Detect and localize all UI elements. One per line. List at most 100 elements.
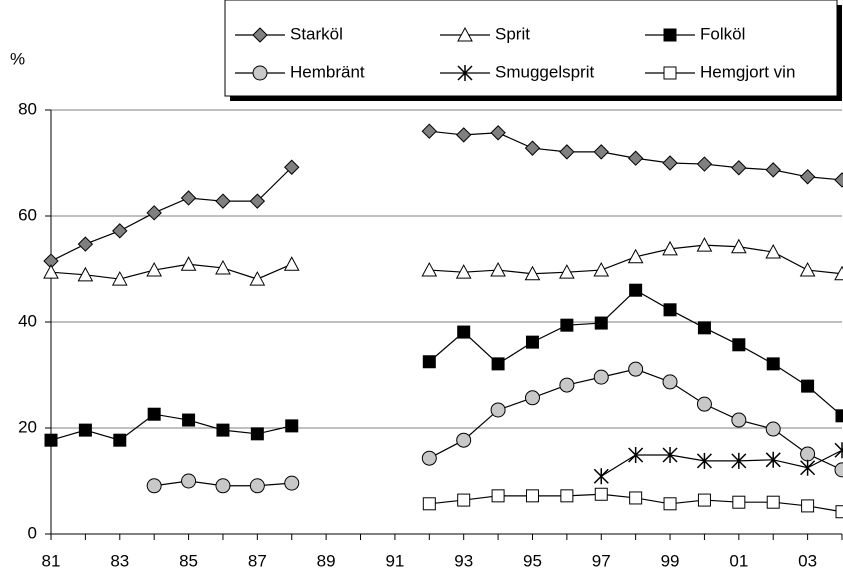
marker	[731, 452, 747, 469]
marker	[44, 433, 58, 447]
marker	[800, 446, 816, 462]
x-tick-label: 85	[179, 551, 198, 570]
marker	[147, 407, 161, 421]
legend-marker	[252, 65, 268, 81]
marker	[78, 423, 92, 437]
marker	[834, 442, 843, 459]
marker	[765, 451, 781, 468]
marker	[525, 489, 539, 503]
marker	[696, 237, 713, 252]
x-tick-label: 03	[798, 551, 817, 570]
marker	[594, 316, 608, 330]
marker	[732, 495, 746, 509]
legend-label: Hembränt	[290, 62, 365, 81]
marker	[834, 172, 843, 188]
y-tick-label: 20	[18, 417, 37, 436]
marker	[765, 162, 781, 178]
marker	[250, 427, 264, 441]
marker	[663, 303, 677, 317]
legend-marker	[457, 65, 473, 81]
marker	[146, 478, 162, 494]
marker	[284, 475, 300, 491]
marker	[627, 248, 644, 264]
x-tick-label: 89	[317, 551, 336, 570]
marker	[456, 432, 472, 448]
marker	[524, 390, 540, 406]
marker	[249, 478, 265, 494]
marker	[215, 478, 231, 494]
marker	[628, 361, 644, 377]
marker	[180, 190, 197, 206]
y-axis-label: %	[10, 49, 25, 68]
marker	[765, 243, 782, 259]
marker	[284, 159, 300, 175]
x-tick-label: 01	[729, 551, 748, 570]
series-line	[50, 289, 843, 441]
marker	[834, 462, 843, 478]
marker	[43, 264, 59, 279]
series-line	[600, 449, 843, 477]
marker	[77, 236, 94, 252]
marker	[216, 423, 230, 437]
marker	[594, 487, 608, 501]
y-tick-label: 0	[28, 523, 37, 542]
marker	[696, 452, 712, 469]
marker	[662, 155, 678, 171]
marker	[490, 262, 506, 277]
x-tick-label: 93	[454, 551, 473, 570]
marker	[799, 262, 816, 277]
legend-marker	[663, 66, 677, 80]
marker	[146, 205, 162, 221]
marker	[524, 265, 541, 281]
marker	[559, 377, 575, 393]
legend-marker	[252, 27, 268, 43]
marker	[593, 262, 610, 277]
marker	[697, 493, 711, 507]
series-line	[50, 130, 843, 262]
marker	[593, 369, 609, 385]
marker	[215, 193, 231, 209]
x-tick-label: 99	[661, 551, 680, 570]
marker	[627, 150, 644, 166]
marker	[559, 144, 575, 160]
marker	[421, 262, 438, 277]
marker	[799, 169, 816, 185]
marker	[215, 259, 231, 275]
marker	[180, 256, 197, 271]
marker	[457, 325, 471, 339]
y-tick-label: 60	[18, 205, 37, 224]
marker	[629, 491, 643, 505]
marker	[249, 271, 266, 286]
marker	[765, 421, 781, 437]
x-tick-label: 91	[385, 551, 404, 570]
legend-marker	[663, 28, 677, 42]
marker	[182, 413, 196, 427]
marker	[593, 468, 609, 485]
marker	[766, 495, 780, 509]
marker	[112, 223, 128, 239]
legend-label: Starköl	[290, 24, 343, 43]
marker	[696, 156, 713, 172]
marker	[283, 256, 300, 271]
legend-label: Smuggelsprit	[495, 62, 594, 81]
y-tick-label: 40	[18, 311, 37, 330]
marker	[146, 262, 163, 277]
marker	[662, 447, 678, 464]
marker	[490, 402, 506, 418]
marker	[766, 357, 780, 371]
marker	[730, 238, 747, 254]
marker	[731, 160, 747, 176]
marker	[422, 497, 436, 511]
marker	[731, 412, 747, 428]
marker	[524, 140, 541, 156]
marker	[421, 450, 437, 466]
marker	[559, 264, 575, 279]
marker	[249, 193, 266, 209]
marker	[629, 283, 643, 297]
marker	[113, 433, 127, 447]
marker	[662, 374, 678, 390]
marker	[662, 240, 678, 256]
marker	[455, 264, 472, 279]
x-tick-label: 95	[523, 551, 542, 570]
